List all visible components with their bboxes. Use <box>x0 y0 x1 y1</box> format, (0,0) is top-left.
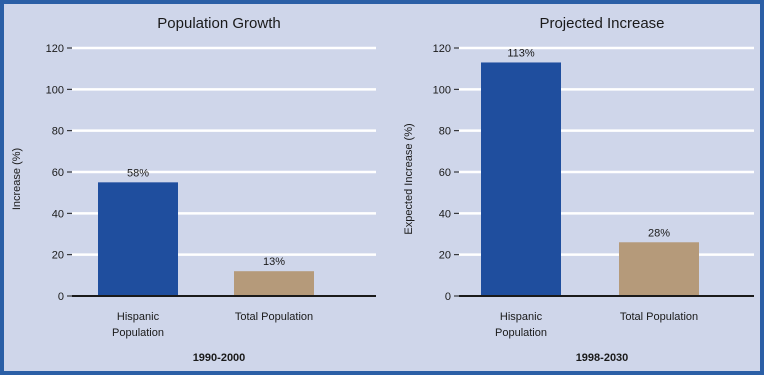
data-label: 58% <box>127 167 149 179</box>
y-tick-label: 60 <box>439 167 451 179</box>
y-tick-label: 80 <box>439 126 451 138</box>
y-tick-label: 80 <box>52 126 64 138</box>
category-label-line: Total Population <box>620 311 698 323</box>
bar <box>98 182 178 296</box>
y-tick-label: 120 <box>46 43 64 55</box>
category-label: Total Population <box>235 311 313 323</box>
chart-panel-2: Projected Increase 0 20 40 60 80 100 120 Expecte… <box>403 15 754 364</box>
bar <box>481 62 561 296</box>
data-label: 28% <box>648 227 670 239</box>
y-tick-label: 20 <box>439 250 451 262</box>
y-tick-label: 0 <box>58 291 64 303</box>
y-tick-label: 100 <box>46 84 64 96</box>
period-label: 1998-2030 <box>576 352 629 364</box>
category-label: Hispanic Population <box>112 311 164 339</box>
chart-title: Projected Increase <box>539 15 664 32</box>
data-label: 113% <box>507 47 535 59</box>
category-label: Total Population <box>620 311 698 323</box>
y-tick-label: 40 <box>439 208 451 220</box>
data-label: 13% <box>263 256 285 268</box>
y-axis-label: Increase (%) <box>11 148 23 210</box>
category-label-line: Hispanic <box>500 311 543 323</box>
bar <box>619 242 699 296</box>
chart-frame: Population Growth 0 20 40 60 80 100 120 Increase… <box>4 4 760 371</box>
bar <box>234 271 314 296</box>
chart-title: Population Growth <box>157 15 280 32</box>
category-label-line: Hispanic <box>117 311 160 323</box>
chart-canvas: Population Growth 0 20 40 60 80 100 120 Increase… <box>11 15 754 364</box>
chart-panel-1: Population Growth 0 20 40 60 80 100 120 Increase… <box>11 15 376 364</box>
category-label-line: Population <box>112 327 164 339</box>
period-label: 1990-2000 <box>193 352 246 364</box>
y-tick-label: 0 <box>445 291 451 303</box>
y-tick-label: 100 <box>433 84 451 96</box>
y-tick-label: 60 <box>52 167 64 179</box>
category-label: Hispanic Population <box>495 311 547 339</box>
category-label-line: Population <box>495 327 547 339</box>
y-axis-label: Expected Increase (%) <box>403 123 415 234</box>
y-tick-label: 20 <box>52 250 64 262</box>
y-tick-label: 120 <box>433 43 451 55</box>
y-tick-label: 40 <box>52 208 64 220</box>
category-label-line: Total Population <box>235 311 313 323</box>
